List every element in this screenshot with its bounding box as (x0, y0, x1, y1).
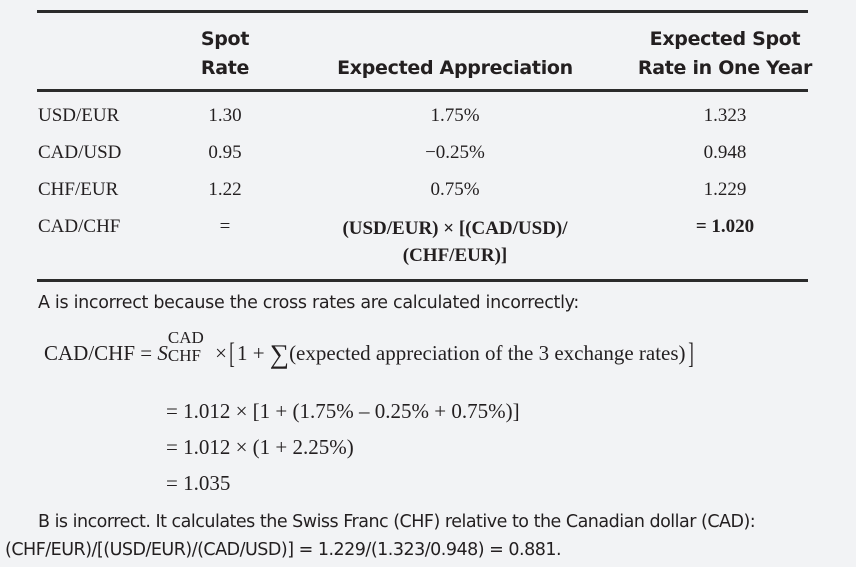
explanation-a-formula: CAD/CHF = S CAD CHF ×[1 + ∑(expected app… (44, 329, 696, 371)
row-appreciation: −0.25% (425, 142, 485, 163)
row-expected: = 1.020 (695, 216, 755, 237)
cross-formula-line1: (USD/EUR) × [(CAD/USD)/ (342, 218, 568, 239)
row-pair: CAD/USD (38, 142, 122, 163)
formula-step: = 1.012 × [1 + (1.75% – 0.25% + 0.75%)] (166, 399, 520, 423)
formula-open-bracket: [ (229, 337, 235, 370)
row-appreciation: (USD/EUR) × [(CAD/USD)/ (CHF/EUR)] (305, 215, 605, 269)
row-spot: 1.30 (208, 105, 242, 126)
explanation-a-intro: A is incorrect because the cross rates a… (38, 293, 580, 313)
row-expected: 1.323 (703, 105, 747, 126)
formula-step: = 1.012 × (1 + 2.25%) (166, 435, 354, 459)
row-pair: CAD/CHF (38, 216, 121, 237)
header-expected-appreciation: Expected Appreciation (337, 57, 573, 79)
formula-lhs: CAD/CHF = (44, 341, 153, 365)
cross-formula-line2: (CHF/EUR)] (402, 245, 508, 266)
table-bottom-rule (37, 279, 808, 282)
table-top-rule (37, 10, 808, 13)
row-appreciation: 0.75% (430, 179, 480, 200)
row-spot: = (219, 216, 231, 237)
header-expected-spot: Expected Spot Rate in One Year (620, 25, 830, 83)
formula-subsup: CAD CHF (167, 329, 210, 366)
row-pair: USD/EUR (38, 105, 120, 126)
formula-one-plus: 1 + (236, 341, 265, 365)
explanation-b-line1: B is incorrect. It calculates the Swiss … (38, 512, 756, 532)
row-spot: 0.95 (208, 142, 242, 163)
header-expected-spot-line2: Rate in One Year (637, 57, 813, 79)
formula-sub: CHF (167, 346, 201, 365)
row-pair: CHF/EUR (38, 179, 119, 200)
header-expected-spot-line1: Expected Spot (649, 28, 801, 50)
row-appreciation: 1.75% (430, 105, 480, 126)
sigma-icon: ∑ (269, 339, 290, 369)
header-spot-rate-line1: Spot (200, 28, 250, 50)
explanation-b-line2: (CHF/EUR)/[(USD/EUR)/(CAD/USD)] = 1.229/… (5, 540, 562, 560)
formula-symbol: S (157, 341, 168, 365)
formula-body: (expected appreciation of the 3 exchange… (289, 341, 686, 365)
formula-sup: CAD (167, 328, 204, 347)
formula-step: = 1.035 (166, 471, 231, 495)
row-expected: 1.229 (703, 179, 747, 200)
header-spot-rate-line2: Rate (200, 57, 250, 79)
formula-close-bracket: ] (687, 337, 694, 370)
formula-times: × (215, 341, 227, 365)
header-spot-rate: Spot Rate (180, 25, 270, 83)
table-header-rule (37, 89, 808, 92)
row-expected: 0.948 (703, 142, 747, 163)
row-spot: 1.22 (208, 179, 242, 200)
explanation-a-steps: = 1.012 × [1 + (1.75% – 0.25% + 0.75%)] … (166, 393, 520, 501)
